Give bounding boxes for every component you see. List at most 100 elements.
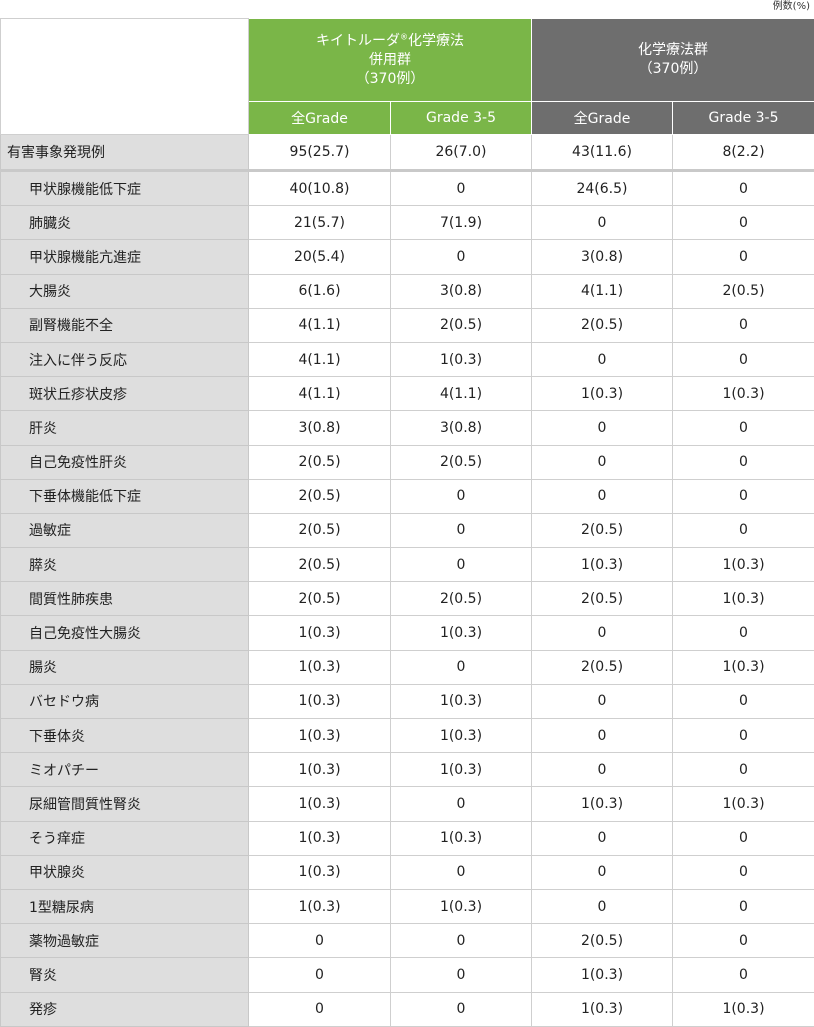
row-value: 0 [673, 240, 814, 274]
row-value: 0 [673, 684, 814, 718]
row-value: 4(1.1) [391, 377, 532, 411]
row-value: 1(0.3) [391, 342, 532, 376]
header-group1-line2: 併用群 [249, 51, 531, 70]
row-value: 1(0.3) [391, 821, 532, 855]
header-g2-grade-3-5: Grade 3-5 [673, 102, 814, 135]
row-value: 0 [249, 992, 391, 1026]
summary-row: 有害事象発現例 95(25.7) 26(7.0) 43(11.6) 8(2.2) [1, 135, 814, 171]
row-value: 0 [391, 479, 532, 513]
row-value: 3(0.8) [391, 411, 532, 445]
row-value: 0 [249, 958, 391, 992]
row-value: 0 [391, 513, 532, 547]
row-value: 1(0.3) [249, 787, 391, 821]
row-label: 自己免疫性大腸炎 [1, 616, 249, 650]
row-value: 2(0.5) [391, 308, 532, 342]
row-value: 1(0.3) [391, 684, 532, 718]
row-value: 2(0.5) [249, 513, 391, 547]
row-value: 1(0.3) [673, 377, 814, 411]
header-group-chemo: 化学療法群 （370例） [532, 19, 814, 102]
row-label: 腸炎 [1, 650, 249, 684]
row-value: 1(0.3) [391, 889, 532, 923]
row-value: 0 [673, 616, 814, 650]
row-value: 0 [532, 889, 673, 923]
summary-value: 8(2.2) [673, 135, 814, 171]
row-value: 1(0.3) [249, 753, 391, 787]
row-value: 0 [673, 719, 814, 753]
row-value: 21(5.7) [249, 206, 391, 240]
row-label: バセドウ病 [1, 684, 249, 718]
row-value: 2(0.5) [532, 650, 673, 684]
row-value: 1(0.3) [532, 787, 673, 821]
row-value: 0 [673, 411, 814, 445]
row-value: 1(0.3) [249, 855, 391, 889]
row-label: 副腎機能不全 [1, 308, 249, 342]
row-label: 甲状腺機能亢進症 [1, 240, 249, 274]
row-label: 尿細管間質性腎炎 [1, 787, 249, 821]
row-value: 0 [532, 821, 673, 855]
row-value: 0 [673, 958, 814, 992]
header-group1-line3: （370例） [249, 70, 531, 89]
row-value: 1(0.3) [249, 684, 391, 718]
row-label: そう痒症 [1, 821, 249, 855]
row-value: 4(1.1) [249, 377, 391, 411]
row-value: 0 [532, 479, 673, 513]
summary-value: 43(11.6) [532, 135, 673, 171]
summary-row-label: 有害事象発現例 [1, 135, 249, 171]
row-value: 4(1.1) [249, 308, 391, 342]
row-label: 斑状丘疹状皮疹 [1, 377, 249, 411]
row-value: 4(1.1) [249, 342, 391, 376]
row-value: 40(10.8) [249, 171, 391, 206]
header-group2-line2: （370例） [532, 60, 814, 79]
row-label: 甲状腺機能低下症 [1, 171, 249, 206]
row-value: 0 [391, 171, 532, 206]
row-value: 1(0.3) [249, 616, 391, 650]
row-value: 3(0.8) [532, 240, 673, 274]
row-value: 1(0.3) [532, 377, 673, 411]
row-value: 2(0.5) [532, 582, 673, 616]
row-label: 甲状腺炎 [1, 855, 249, 889]
row-value: 1(0.3) [532, 992, 673, 1026]
row-value: 20(5.4) [249, 240, 391, 274]
row-value: 0 [391, 650, 532, 684]
row-value: 0 [673, 924, 814, 958]
row-value: 0 [391, 787, 532, 821]
table-body: 有害事象発現例 95(25.7) 26(7.0) 43(11.6) 8(2.2)… [1, 135, 814, 1027]
row-value: 1(0.3) [249, 719, 391, 753]
row-label: 下垂体機能低下症 [1, 479, 249, 513]
row-value: 0 [673, 513, 814, 547]
row-value: 2(0.5) [249, 582, 391, 616]
row-label: 薬物過敏症 [1, 924, 249, 958]
row-value: 0 [673, 445, 814, 479]
row-label: 自己免疫性肝炎 [1, 445, 249, 479]
adverse-events-table: キイトルーダ®化学療法 併用群 （370例） 化学療法群 （370例） 全Gra… [0, 18, 814, 1027]
row-value: 1(0.3) [249, 821, 391, 855]
row-value: 0 [391, 924, 532, 958]
row-value: 1(0.3) [673, 650, 814, 684]
header-g1-all-grade: 全Grade [249, 102, 391, 135]
row-value: 0 [532, 855, 673, 889]
row-value: 1(0.3) [673, 582, 814, 616]
row-value: 0 [391, 958, 532, 992]
header-g2-all-grade: 全Grade [532, 102, 673, 135]
row-value: 1(0.3) [249, 650, 391, 684]
row-value: 1(0.3) [249, 889, 391, 923]
row-value: 0 [673, 171, 814, 206]
header-group-keytruda-chemo: キイトルーダ®化学療法 併用群 （370例） [249, 19, 532, 102]
row-value: 2(0.5) [391, 582, 532, 616]
